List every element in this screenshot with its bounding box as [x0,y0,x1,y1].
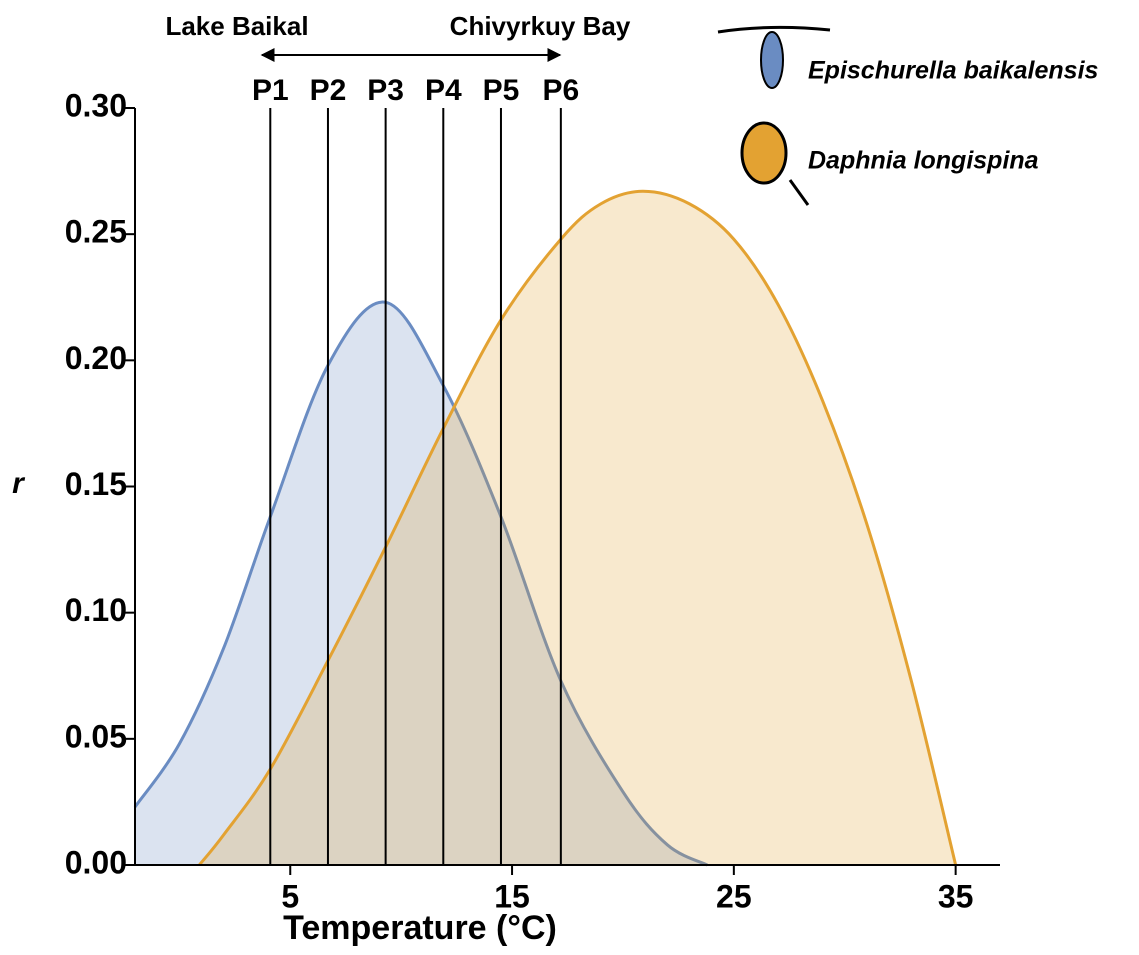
reference-label: P4 [425,74,462,107]
curve [198,189,958,866]
legend-label: Epischurella baikalensis [808,57,1099,85]
y-tick-label: 0.05 [65,718,127,754]
y-tick-label: 0.25 [65,214,127,250]
x-tick-label: 15 [494,878,530,914]
curve [133,300,708,867]
y-tick-label: 0.15 [65,466,127,502]
legend-label: Daphnia longispina [808,147,1039,175]
area-fill [135,302,708,865]
reference-label: P6 [542,74,579,107]
x-tick-label: 5 [281,878,299,914]
y-tick-label: 0.00 [65,844,127,880]
reference-label: P3 [367,74,404,107]
reference-label: P5 [483,74,520,107]
legend-icon [740,121,788,185]
x-axis-label: Temperature (°C) [283,909,557,947]
reference-label: P1 [252,74,289,107]
y-axis-label: r [12,467,26,500]
y-tick-label: 0.10 [65,592,127,628]
x-tick-label: 25 [716,878,752,914]
legend-icon [760,31,784,89]
legend-icon [717,25,831,34]
annotation: Chivyrkuy Bay [450,11,631,41]
legend-icon [788,179,810,206]
y-tick-label: 0.20 [65,340,127,376]
annotation: Lake Baikal [165,11,308,41]
area-fill [199,191,956,865]
reference-label: P2 [310,74,347,107]
y-tick-label: 0.30 [65,87,127,123]
x-tick-label: 35 [938,878,974,914]
